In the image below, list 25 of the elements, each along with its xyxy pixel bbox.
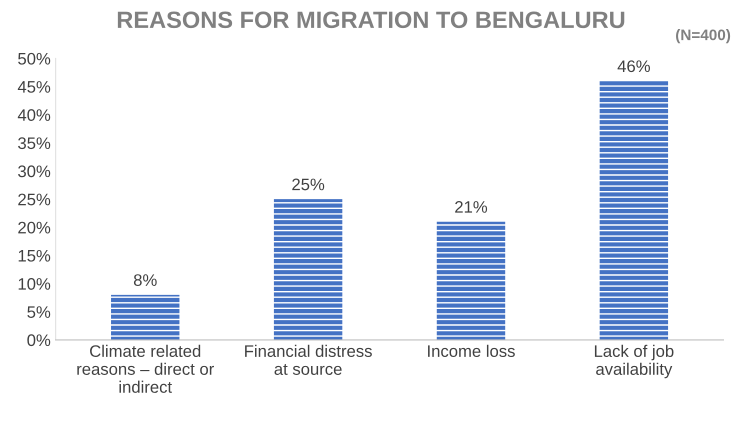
y-tick-label: 35% [18,137,50,150]
chart-title: REASONS FOR MIGRATION TO BENGALURU [118,11,624,28]
bar [600,80,668,340]
data-label: 21% [455,201,488,213]
x-tick-label: Income loss [428,344,515,358]
y-tick-label: 0% [27,334,50,346]
y-tick-label: 25% [18,194,50,206]
y-tick-label: 40% [18,109,50,121]
y-tick-label: 50% [18,52,50,65]
y-tick-label: 30% [18,165,50,178]
y-tick-label: 5% [27,306,50,318]
x-tick-label: Climate related reasons – direct or indirect [77,344,214,393]
bar [274,199,342,340]
y-tick-label: 20% [18,222,50,234]
bar [436,222,506,340]
data-label: 25% [292,178,324,190]
y-tick-label: 45% [18,81,50,93]
x-tick-label: Lack of job availability [594,344,674,378]
y-tick-label: 10% [18,278,50,290]
data-label: 46% [618,60,650,72]
data-label: 8% [134,274,157,286]
bar [111,294,180,340]
text: (N=400) [676,29,730,44]
y-tick-label: 15% [18,250,50,262]
x-tick-label: Financial distress at source [245,344,372,375]
